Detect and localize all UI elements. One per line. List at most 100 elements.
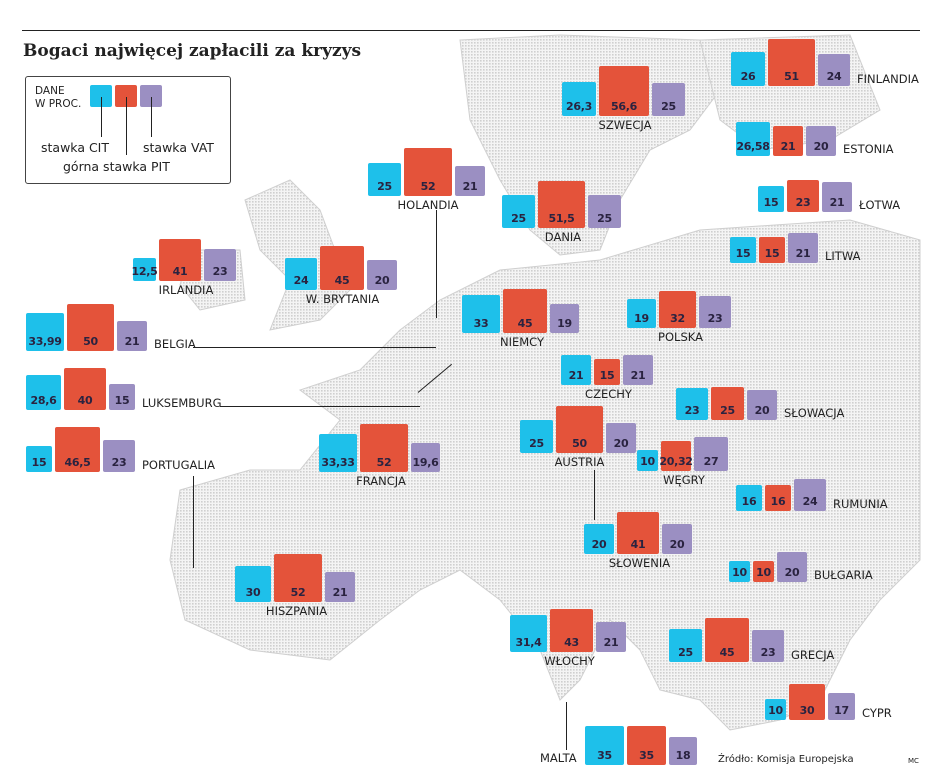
country-label-niemcy: NIEMCY [499,335,545,349]
bar-vat-irlandia: 23 [204,249,236,281]
bar-cit-słowenia: 20 [584,524,614,554]
legend-label-vat: stawka VAT [143,140,214,155]
uk-shape [244,179,351,331]
bar-vat-finlandia: 24 [818,54,850,86]
bar-pit-węgry: 20,32 [659,441,693,471]
bar-pit-francja: 52 [360,424,408,472]
bar-cit-w-brytania: 24 [285,258,317,290]
bar-vat-niemcy: 19 [550,304,579,333]
country-label-luksemburg: LUKSEMBURG [142,396,222,410]
bar-cit-łotwa: 15 [758,186,784,212]
bar-pit-cypr: 30 [789,684,825,720]
bar-pit-austria: 50 [556,406,603,453]
country-label-łotwa: ŁOTWA [859,198,901,212]
bar-vat-bułgaria: 20 [777,552,807,582]
bar-cit-estonia: 26,58 [736,122,770,156]
bar-pit-w-brytania: 45 [320,246,364,290]
bar-pit-włochy: 43 [550,609,593,652]
country-label-włochy: WŁOCHY [544,654,595,668]
bar-cit-finlandia: 26 [731,52,765,86]
bar-pit-finlandia: 51 [768,39,815,86]
bar-vat-malta: 18 [669,737,697,765]
leader-line-holandia [436,210,437,318]
bar-cit-francja: 33,33 [319,434,357,472]
bar-vat-litwa: 21 [788,233,818,263]
bar-cit-szwecja: 26,3 [562,82,596,116]
bar-pit-irlandia: 41 [159,239,201,281]
bar-cit-irlandia: 12,5 [132,258,158,281]
bar-cit-dania: 25 [502,195,535,228]
leader-line-belgia [193,347,436,348]
country-label-bułgaria: BUŁGARIA [814,568,873,582]
bar-pit-rumunia: 16 [765,485,791,511]
bar-vat-w-brytania: 20 [367,260,397,290]
bar-pit-łotwa: 23 [787,180,819,212]
country-label-holandia: HOLANDIA [397,198,459,212]
bar-pit-bułgaria: 10 [753,561,774,582]
bar-cit-luksemburg: 28,6 [26,375,61,410]
bar-vat-łotwa: 21 [822,182,852,212]
bar-vat-luksemburg: 15 [109,384,135,410]
bar-pit-niemcy: 45 [503,289,547,333]
bar-vat-holandia: 21 [455,166,485,196]
country-label-słowacja: SŁOWACJA [784,406,845,420]
bar-cit-malta: 35 [585,726,624,765]
country-label-w-brytania: W. BRYTANIA [305,292,380,306]
country-label-litwa: LITWA [825,249,861,263]
bar-pit-holandia: 52 [404,148,452,196]
bar-cit-grecja: 25 [669,629,702,662]
bar-vat-portugalia: 23 [103,440,135,472]
bar-cit-węgry: 10 [637,450,658,471]
leader-line-luksemburg [220,406,420,407]
bar-vat-dania: 25 [588,195,621,228]
legend-line-pit [126,97,127,155]
country-label-austria: AUSTRIA [554,455,605,469]
continent-shape [169,219,921,731]
bar-pit-dania: 51,5 [538,181,585,228]
bar-pit-szwecja: 56,6 [599,66,649,116]
source-note: Źródło: Komisja Europejska [718,754,854,765]
bar-vat-estonia: 20 [806,126,836,156]
bar-vat-belgia: 21 [117,321,147,351]
bar-cit-bułgaria: 10 [729,561,750,582]
bar-pit-hiszpania: 52 [274,554,322,602]
bar-pit-luksemburg: 40 [64,368,106,410]
country-label-grecja: GRECJA [791,648,835,662]
bar-vat-węgry: 27 [694,437,728,471]
chart-title: Bogaci najwięcej zapłacili za kryzys [23,41,362,61]
country-label-cypr: CYPR [862,706,892,720]
country-label-francja: FRANCJA [356,474,406,488]
leader-line-malta [566,702,567,750]
country-label-portugalia: PORTUGALIA [142,458,216,472]
bar-vat-hiszpania: 21 [325,572,355,602]
bar-vat-szwecja: 25 [652,83,685,116]
bar-cit-cypr: 10 [765,699,786,720]
bar-cit-hiszpania: 30 [235,566,271,602]
bar-cit-austria: 25 [520,420,553,453]
legend-line-vat [151,97,152,137]
bar-pit-polska: 32 [659,291,696,328]
legend-units: DANE W PROC. [35,85,82,110]
country-label-szwecja: SZWECJA [598,118,652,132]
bar-vat-włochy: 21 [596,622,626,652]
country-label-rumunia: RUMUNIA [833,497,888,511]
bar-pit-belgia: 50 [67,304,114,351]
bar-cit-litwa: 15 [730,237,756,263]
bar-vat-francja: 19,6 [411,443,440,472]
legend-swatch-vat [140,85,162,107]
country-label-słowenia: SŁOWENIA [608,556,671,570]
country-label-estonia: ESTONIA [843,142,894,156]
bar-vat-polska: 23 [699,296,731,328]
bar-pit-grecja: 45 [705,618,749,662]
country-label-węgry: WĘGRY [663,473,705,487]
bar-pit-estonia: 21 [773,126,803,156]
bar-vat-słowacja: 20 [747,390,777,420]
legend-swatch-cit [90,85,112,107]
bar-cit-belgia: 33,99 [26,313,64,351]
country-label-polska: POLSKA [658,330,703,344]
bar-pit-portugalia: 46,5 [55,427,100,472]
bar-cit-słowacja: 23 [676,388,708,420]
bar-cit-rumunia: 16 [736,485,762,511]
country-label-czechy: CZECHY [585,387,632,401]
